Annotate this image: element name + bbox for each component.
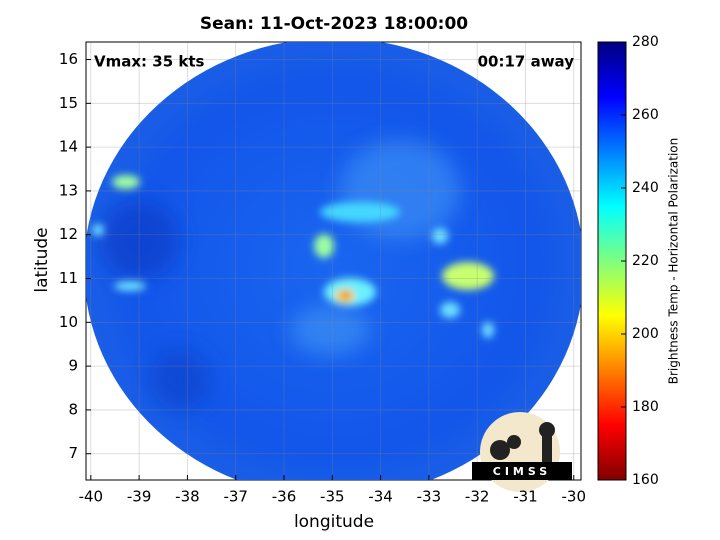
colorbar-label: Brightness Temp - Horizontal Polarizatio… xyxy=(667,138,681,385)
x-tick-label: -33 xyxy=(417,488,442,506)
y-tick-label: 13 xyxy=(59,181,78,199)
colorbar-tick-label: 220 xyxy=(632,253,659,269)
chart-title: Sean: 11-Oct-2023 18:00:00 xyxy=(200,14,468,34)
y-tick-label: 15 xyxy=(59,94,78,112)
cimss-logo: CIMSS xyxy=(472,412,572,492)
x-tick-label: -36 xyxy=(272,488,297,506)
colorbar-tick-label: 260 xyxy=(632,107,659,123)
colorbar-tick-label: 280 xyxy=(632,34,659,50)
y-tick-label: 8 xyxy=(68,400,78,418)
x-tick-label: -30 xyxy=(562,488,587,506)
satellite-image xyxy=(86,42,581,480)
colorbar-tick-label: 200 xyxy=(632,326,659,342)
y-tick-label: 16 xyxy=(59,50,78,68)
colorbar-tick-label: 160 xyxy=(632,472,659,488)
colorbar-tick-label: 240 xyxy=(632,180,659,196)
y-tick-label: 12 xyxy=(59,225,78,243)
x-tick-label: -34 xyxy=(368,488,393,506)
x-tick-label: -40 xyxy=(79,488,104,506)
annotation: 00:17 away xyxy=(478,53,575,71)
y-tick-label: 11 xyxy=(59,269,78,287)
x-tick-label: -38 xyxy=(175,488,200,506)
x-tick-label: -31 xyxy=(513,488,538,506)
y-axis-label: latitude xyxy=(32,227,52,292)
annotation: Vmax: 35 kts xyxy=(94,53,204,71)
logo-text: CIMSS xyxy=(493,465,551,478)
y-tick-label: 9 xyxy=(68,357,78,375)
colorbar-tick-label: 180 xyxy=(632,399,659,415)
y-tick-label: 7 xyxy=(68,444,78,462)
x-tick-label: -35 xyxy=(320,488,345,506)
y-tick-label: 14 xyxy=(59,138,78,156)
y-tick-label: 10 xyxy=(59,313,78,331)
x-axis-label: longitude xyxy=(294,512,374,532)
x-tick-label: -39 xyxy=(127,488,152,506)
x-tick-label: -32 xyxy=(465,488,490,506)
x-tick-label: -37 xyxy=(223,488,248,506)
